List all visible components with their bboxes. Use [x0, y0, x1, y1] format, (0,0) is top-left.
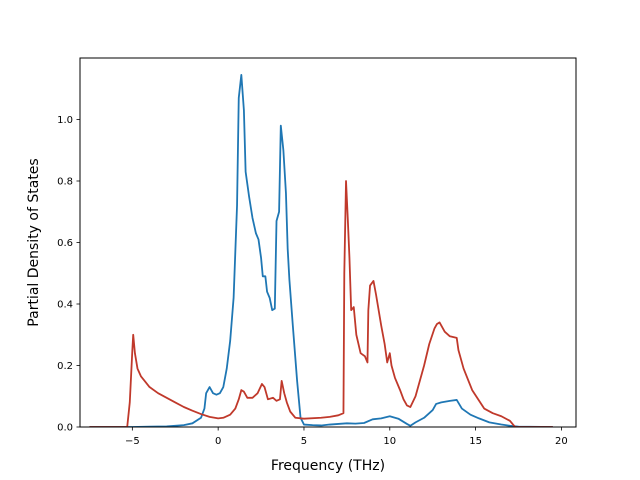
axes-frame — [79, 57, 577, 428]
y-axis-label: Partial Density of States — [26, 158, 42, 326]
x-tick-label: 5 — [301, 436, 307, 447]
x-axis-label: Frequency (THz) — [271, 458, 385, 474]
series-line-2 — [89, 180, 553, 427]
x-tick-label: 15 — [469, 436, 482, 447]
x-tick-label: 10 — [383, 436, 396, 447]
y-tick-label: 1.0 — [57, 115, 73, 126]
x-tick-label: −5 — [125, 436, 140, 447]
y-tick-label: 0.8 — [57, 177, 73, 188]
x-tick-label: 0 — [215, 436, 221, 447]
plot-area — [89, 74, 553, 427]
y-axis-ticks: 0.0 0.2 0.4 0.6 0.8 1.0 — [57, 115, 80, 434]
y-tick-label: 0.0 — [57, 423, 73, 434]
series-line-1 — [89, 74, 553, 427]
y-tick-label: 0.4 — [57, 300, 73, 311]
y-tick-label: 0.2 — [57, 361, 73, 372]
x-axis-ticks: −5 0 5 10 15 20 — [125, 427, 568, 447]
y-tick-label: 0.6 — [57, 238, 73, 249]
x-tick-label: 20 — [555, 436, 568, 447]
